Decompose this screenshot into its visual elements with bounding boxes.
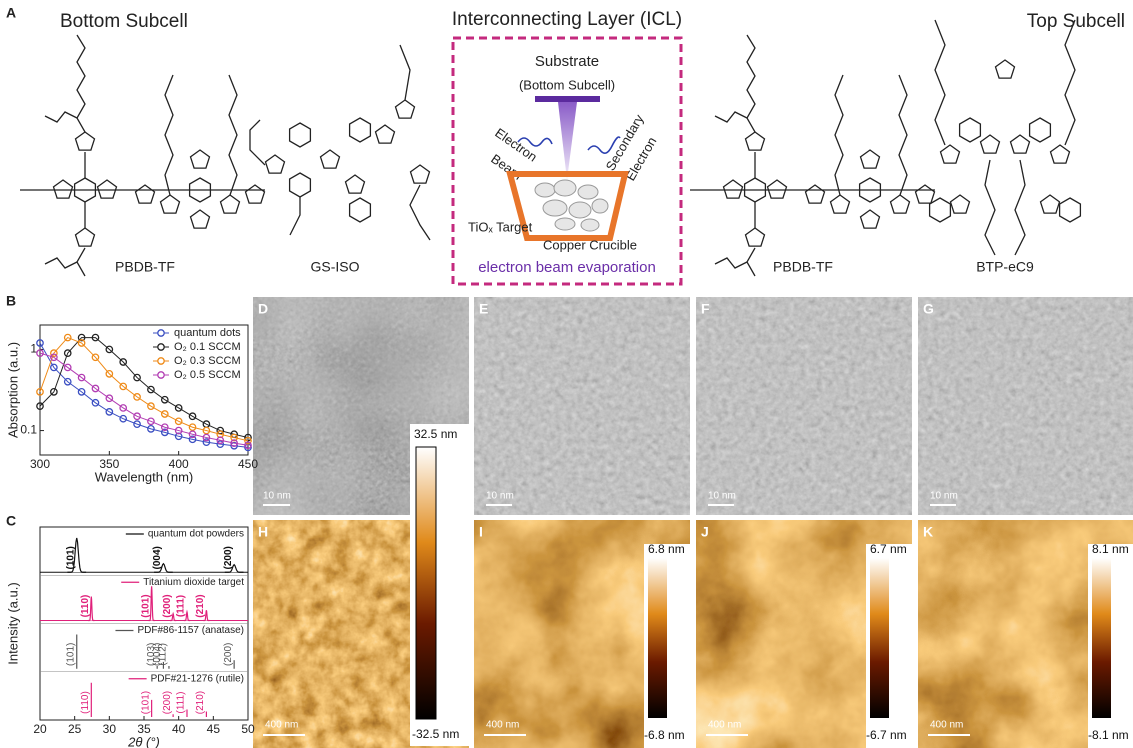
schematic-label: TiOₓ Target [468,219,533,234]
peak-label: (210) [195,594,206,617]
figure: A Bottom Subcell Interconnecting Layer (… [0,0,1133,748]
series-label: Titanium dioxide target [143,577,244,588]
y-axis-label: Absorption (a.u.) [5,342,20,438]
peak-label: (101) [65,546,76,569]
heading: Interconnecting Layer (ICL) [452,9,682,30]
peak-label: (200) [223,546,234,569]
panel-label: B [6,293,16,309]
tem-image [918,297,1133,515]
colorbar-min: -8.1 nm [1088,728,1129,742]
schematic-label: Copper Crucible [543,237,637,252]
heading: Top Subcell [1027,11,1125,32]
panel-label: A [6,5,16,21]
heading: Bottom Subcell [60,11,188,32]
x-tick-label: 450 [238,457,258,471]
crucible-contents [535,180,608,231]
scale-bar-label: 400 nm [486,720,519,731]
molecule-structure [20,35,265,276]
peak-label: (101) [65,643,76,666]
panel-label: F [701,301,710,317]
molecule-name: PBDB-TF [773,259,833,275]
scale-bar-label: 400 nm [708,720,741,731]
panel-label: K [923,524,933,540]
peak-label: (210) [195,691,206,714]
x-tick-label: 50 [241,722,255,736]
tem-image [474,297,690,515]
x-tick-label: 300 [30,457,50,471]
scale-bar-label: 10 nm [263,491,291,502]
scale-bar-label: 10 nm [708,491,736,502]
y-tick-label: 0.1 [20,423,37,437]
molecule-name: BTP-eC9 [976,259,1034,275]
panel-label: D [258,301,268,317]
x-tick-label: 30 [103,722,117,736]
peak-label: (101) [140,691,151,714]
x-axis-label: 2θ (°) [127,734,160,748]
peak-label: (110) [80,595,91,618]
schematic-caption: electron beam evaporation [478,259,656,276]
legend-marker [158,330,164,336]
peak-label: (111) [176,595,187,617]
legend-label: O₂ 0.1 SCCM [174,341,241,353]
scale-bar-label: 10 nm [486,491,514,502]
colorbar [870,558,889,718]
colorbar-max: 6.8 nm [648,542,685,556]
colorbar [1092,558,1111,718]
colorbar-min: -32.5 nm [412,727,459,741]
legend-label: O₂ 0.5 SCCM [174,369,241,381]
panel-label: C [6,513,16,529]
peak-label: (101) [140,594,151,617]
scale-bar-label: 400 nm [930,720,963,731]
schematic-label: (Bottom Subcell) [519,77,615,92]
series-label: PDF#86-1157 (anatase) [137,625,244,636]
peak-label: (111) [176,692,187,714]
panel-label: I [479,524,483,540]
schematic-label: Substrate [535,53,599,70]
legend-marker [158,372,164,378]
peak-label: (200) [162,594,173,617]
x-tick-label: 40 [172,722,186,736]
legend-marker [158,358,164,364]
colorbar-min: -6.8 nm [644,728,685,742]
colorbar [648,558,667,718]
peak-label: (004) [152,546,163,569]
colorbar-max: 6.7 nm [870,542,907,556]
colorbar-min: -6.7 nm [866,728,907,742]
y-axis-label: Intensity (a.u.) [5,582,20,664]
scale-bar-label: 10 nm [930,491,958,502]
x-axis-label: Wavelength (nm) [95,469,194,484]
x-tick-label: 20 [33,722,47,736]
panel-label: J [701,524,709,540]
scale-bar-label: 400 nm [265,720,298,731]
series-label: PDF#21-1276 (rutile) [151,673,244,684]
molecule-structure [690,35,935,276]
molecule-name: PBDB-TF [115,259,175,275]
molecule-structure [930,20,1081,255]
peak-label: (200) [223,643,234,666]
peak-label: (110) [80,691,91,714]
panel-label: G [923,301,934,317]
molecule-structure [250,45,430,240]
panel-label: E [479,301,488,317]
colorbar-max: 32.5 nm [414,427,457,441]
peak-label: (112) [158,643,169,666]
series-label: quantum dot powders [148,529,244,540]
substrate-bar [535,96,600,102]
colorbar [416,447,436,719]
x-tick-label: 25 [68,722,82,736]
tem-image [696,297,912,515]
legend-marker [158,344,164,350]
legend-label: O₂ 0.3 SCCM [174,355,241,367]
molecule-name: GS-ISO [310,259,359,275]
legend-label: quantum dots [174,327,241,339]
peak-label: (200) [162,691,173,714]
colorbar-max: 8.1 nm [1092,542,1129,556]
beam-cone [558,102,577,180]
x-tick-label: 45 [207,722,221,736]
panel-label: H [258,524,268,540]
